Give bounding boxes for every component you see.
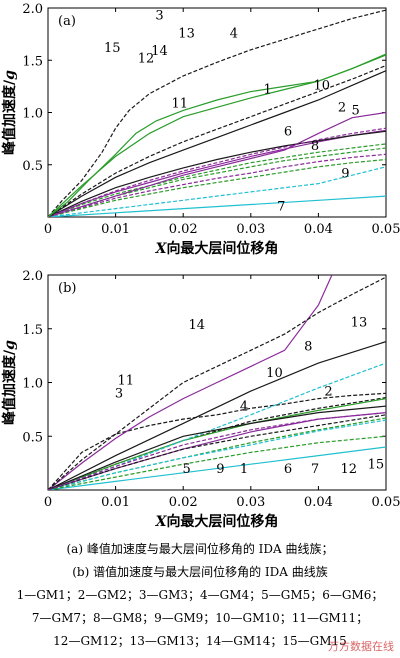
curve-label-11: 11 <box>117 374 134 389</box>
y-tick-label: 0.5 <box>22 430 43 445</box>
series-line-gm14 <box>48 64 386 217</box>
y-tick-label: 1.0 <box>22 107 43 122</box>
y-tick-label: 1.0 <box>22 377 43 392</box>
series-group <box>48 9 386 217</box>
curve-label-3: 3 <box>155 8 163 23</box>
curve-label-6: 6 <box>284 124 292 139</box>
series-line-gm6 <box>48 153 386 217</box>
series-line-gm8 <box>48 158 386 217</box>
curve-label-8: 8 <box>311 139 319 154</box>
series-line-gm11 <box>48 130 386 217</box>
series-line-gm6 <box>48 419 386 490</box>
curve-label-6: 6 <box>284 462 292 477</box>
curve-label-3: 3 <box>115 387 123 402</box>
curve-label-1: 1 <box>240 462 248 477</box>
x-tick-label: 0.04 <box>304 495 333 510</box>
curve-label-9: 9 <box>216 462 224 477</box>
curve-label-7: 7 <box>277 200 285 215</box>
series-line-gm1 <box>48 129 386 217</box>
series-line-gm10 <box>48 111 386 217</box>
curve-label-5: 5 <box>351 104 359 119</box>
curve-label-12: 12 <box>138 51 155 66</box>
series-line-gm4 <box>48 54 386 217</box>
panel-label: (a) <box>58 14 76 29</box>
series-line-gm7 <box>48 446 386 490</box>
series-line-gm10 <box>48 275 333 490</box>
y-axis-label: 峰值加速度/g <box>1 340 18 425</box>
curve-label-7: 7 <box>311 462 319 477</box>
legend-line-2: 7—GM7；8—GM8；9—GM9；10—GM10；11—GM11； <box>31 611 369 625</box>
x-tick-label: 0.02 <box>169 495 198 510</box>
series-line-gm3 <box>48 9 386 217</box>
series-line-gm2 <box>48 143 386 217</box>
series-line-gm3 <box>48 392 386 490</box>
series-line-gm14 <box>48 276 386 490</box>
legend-line-1: 1—GM1；2—GM2；3—GM3；4—GM4；5—GM5；6—GM6； <box>16 588 384 602</box>
curve-label-2: 2 <box>338 100 346 115</box>
series-group <box>48 275 386 490</box>
curve-label-15: 15 <box>368 458 385 473</box>
curve-label-15: 15 <box>104 41 121 56</box>
curve-label-14: 14 <box>151 44 168 59</box>
curve-label-12: 12 <box>341 462 358 477</box>
y-tick-label: 1.5 <box>22 54 43 69</box>
x-tick-label: 0 <box>44 495 52 510</box>
curve-label-13: 13 <box>178 26 195 41</box>
curve-label-2: 2 <box>324 384 332 399</box>
series-line-gm15 <box>48 53 386 217</box>
curve-label-11: 11 <box>172 96 189 111</box>
x-axis-label: X向最大层间位移角 <box>155 240 279 257</box>
panel-a: 0 0.01 0.02 0.03 0.04 0.05 0.5 1.0 1.5 2.0 (a) X向最大… <box>1 2 400 257</box>
x-tick-label: 0.04 <box>304 222 333 237</box>
x-tick-label: 0 <box>44 222 52 237</box>
series-line-gm12 <box>48 127 386 217</box>
legend-line-3: 12—GM12；13—GM13；14—GM14；15—GM15 <box>53 634 347 648</box>
y-axis-label: 峰值加速度/g <box>1 70 18 155</box>
curve-label-13: 13 <box>351 316 368 331</box>
y-tick-label: 1.5 <box>22 323 43 338</box>
series-line-gm8 <box>48 362 386 490</box>
curve-label-5: 5 <box>182 462 190 477</box>
series-line-gm13 <box>48 70 386 217</box>
curve-label-1: 1 <box>264 83 272 98</box>
y-tick-label: 2.0 <box>22 269 43 284</box>
series-line-gm5 <box>48 417 386 490</box>
watermark: 万方数据在线 <box>328 640 394 653</box>
series-line-gm9 <box>48 166 386 217</box>
panel-label: (b) <box>58 281 76 296</box>
series-line-gm7 <box>48 195 386 217</box>
y-tick-label: 2.0 <box>22 2 43 17</box>
curve-label-4: 4 <box>230 26 238 41</box>
x-tick-label: 0.05 <box>372 222 400 237</box>
x-tick-label: 0.02 <box>169 222 198 237</box>
series-line-gm15 <box>48 412 386 490</box>
x-tick-label: 0.05 <box>372 495 400 510</box>
caption-a: (a) 峰值加速度与最大层间位移角的 IDA 曲线族； <box>66 542 334 556</box>
series-line-gm5 <box>48 147 386 217</box>
curve-label-8: 8 <box>304 339 312 354</box>
plot-frame <box>47 7 387 218</box>
curve-label-9: 9 <box>341 166 349 181</box>
x-tick-label: 0.03 <box>236 495 265 510</box>
curve-label-10: 10 <box>266 366 283 381</box>
series-line-gm12 <box>48 414 386 490</box>
caption-b: (b) 谱值加速度与最大层间位移角的 IDA 曲线族 <box>72 565 328 579</box>
curve-label-14: 14 <box>188 318 205 333</box>
x-tick-label: 0.01 <box>101 222 130 237</box>
y-tick-label: 0.5 <box>22 159 43 174</box>
x-axis-label: X向最大层间位移角 <box>155 513 279 530</box>
curve-label-4: 4 <box>240 399 248 414</box>
series-line-gm11 <box>48 405 386 490</box>
x-tick-label: 0.01 <box>101 495 130 510</box>
curve-label-10: 10 <box>314 79 331 94</box>
panel-b: 0 0.01 0.02 0.03 0.04 0.05 0.5 1.0 1.5 2.0 (b) X向最大… <box>1 269 400 530</box>
series-line-gm4 <box>48 398 386 490</box>
x-tick-label: 0.03 <box>236 222 265 237</box>
series-line-gm13 <box>48 341 386 490</box>
series-line-gm9 <box>48 435 386 490</box>
